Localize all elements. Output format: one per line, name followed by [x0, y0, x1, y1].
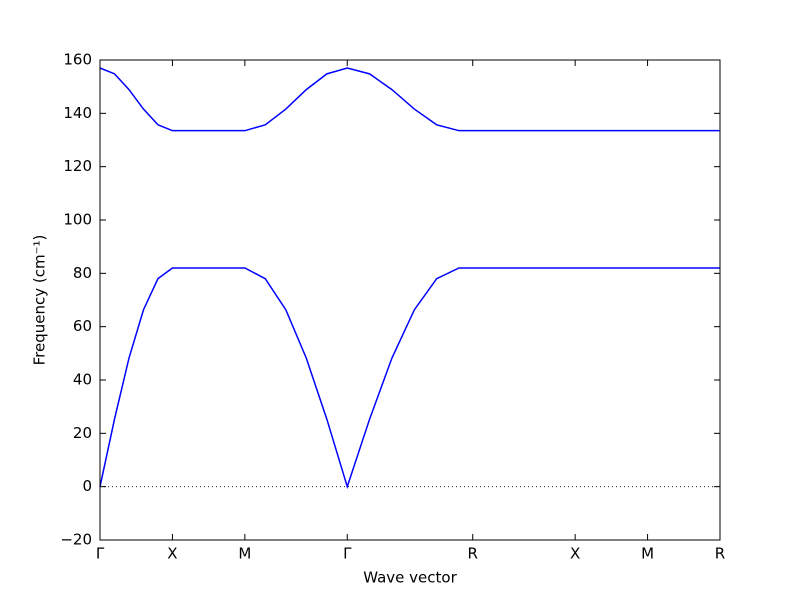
x-axis-label: Wave vector — [363, 569, 457, 587]
x-tick-label: Γ — [96, 545, 105, 563]
band-line — [99, 267, 720, 490]
y-axis-label: Frequency (cm⁻¹) — [31, 235, 49, 366]
x-tick-label: M — [641, 545, 654, 563]
band-line — [99, 67, 720, 132]
y-tick-label: 60 — [73, 317, 92, 335]
x-tick-label: R — [468, 545, 478, 563]
x-tick-label: X — [167, 545, 177, 563]
y-tick-label: 140 — [63, 104, 92, 122]
y-tick-label: 80 — [73, 264, 92, 282]
x-tick-label: R — [715, 545, 725, 563]
x-tick-label: Γ — [343, 545, 352, 563]
plot-frame — [99, 59, 721, 541]
y-tick-label: −20 — [60, 531, 92, 549]
y-tick-label: 0 — [82, 477, 92, 495]
y-tick-label: 160 — [63, 51, 92, 69]
x-tick-label: X — [570, 545, 580, 563]
y-tick-label: 40 — [73, 371, 92, 389]
y-tick-label: 120 — [63, 157, 92, 175]
x-tick-label: M — [238, 545, 251, 563]
y-tick-label: 100 — [63, 211, 92, 229]
y-tick-label: 20 — [73, 424, 92, 442]
